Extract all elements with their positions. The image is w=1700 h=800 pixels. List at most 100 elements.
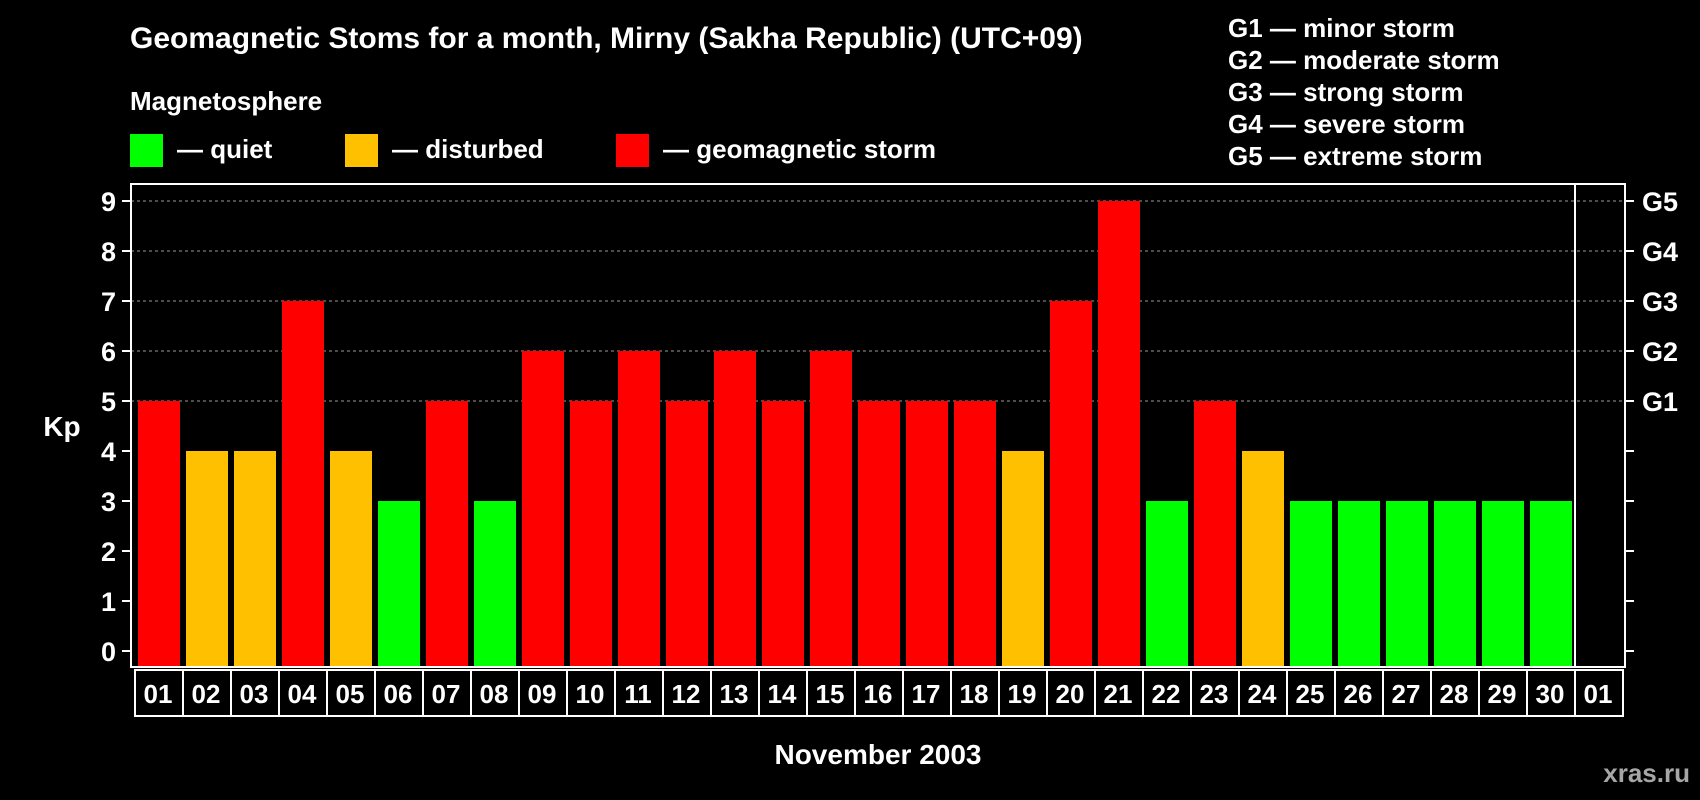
y-tick-label-7: 7 — [101, 287, 116, 317]
x-tick-label-24: 25 — [1296, 679, 1325, 709]
y-tick-label-1: 1 — [101, 587, 116, 617]
y-tick-label-2: 2 — [101, 537, 116, 567]
x-tick-label-28: 29 — [1488, 679, 1517, 709]
legend: — quiet — disturbed — geomagnetic storm — [130, 134, 936, 167]
x-tick-label-8: 09 — [528, 679, 557, 709]
bar-11 — [666, 401, 708, 667]
bar-21 — [1146, 501, 1188, 667]
x-tick-label-5: 06 — [384, 679, 413, 709]
storm-scale-item-1: G2 — moderate storm — [1228, 45, 1500, 75]
x-tick-label-20: 21 — [1104, 679, 1133, 709]
y-axis-label: Kp — [43, 411, 80, 442]
x-tick-label-21: 22 — [1152, 679, 1181, 709]
bar-12 — [714, 351, 756, 667]
x-axis-label: November 2003 — [774, 739, 981, 770]
chart-title: Geomagnetic Stoms for a month, Mirny (Sa… — [130, 22, 1083, 55]
legend-swatch-2 — [616, 134, 649, 167]
x-tick-label-7: 08 — [480, 679, 509, 709]
y-tick-label-9: 9 — [101, 187, 116, 217]
plot-frame — [130, 183, 1626, 668]
x-tick-label-26: 27 — [1392, 679, 1421, 709]
x-tick-label-30: 01 — [1584, 679, 1613, 709]
bars — [138, 201, 1572, 667]
x-tick-label-10: 11 — [624, 679, 652, 709]
x-tick-label-14: 15 — [816, 679, 845, 709]
x-tick-label-9: 10 — [576, 679, 605, 709]
bar-22 — [1194, 401, 1236, 667]
x-tick-label-4: 05 — [336, 679, 365, 709]
x-tick-label-19: 20 — [1056, 679, 1085, 709]
gridlines — [131, 200, 1625, 402]
y-tick-label-6: 6 — [101, 337, 116, 367]
x-tick-label-0: 01 — [144, 679, 173, 709]
legend-swatch-1 — [345, 134, 378, 167]
bar-2 — [234, 451, 276, 667]
bar-14 — [810, 351, 852, 667]
y-tick-label-0: 0 — [101, 637, 116, 667]
watermark: xras.ru — [1603, 758, 1690, 788]
bar-28 — [1482, 501, 1524, 667]
bar-10 — [618, 351, 660, 667]
legend-label-1: — disturbed — [392, 134, 544, 164]
x-tick-label-29: 30 — [1536, 679, 1565, 709]
right-label-G2: G2 — [1642, 337, 1678, 367]
bar-1 — [186, 451, 228, 667]
bar-25 — [1338, 501, 1380, 667]
bar-26 — [1386, 501, 1428, 667]
x-tick-label-17: 18 — [960, 679, 989, 709]
y-tick-label-4: 4 — [101, 437, 116, 467]
bar-4 — [330, 451, 372, 667]
bar-0 — [138, 401, 180, 667]
bar-7 — [474, 501, 516, 667]
x-tick-label-23: 24 — [1248, 679, 1277, 709]
bar-15 — [858, 401, 900, 667]
x-tick-label-18: 19 — [1008, 679, 1037, 709]
bar-18 — [1002, 451, 1044, 667]
bar-20 — [1098, 201, 1140, 667]
bar-27 — [1434, 501, 1476, 667]
y-tick-label-3: 3 — [101, 487, 116, 517]
legend-label-2: — geomagnetic storm — [663, 134, 936, 164]
y-tick-label-5: 5 — [101, 387, 116, 417]
bar-16 — [906, 401, 948, 667]
x-tick-label-27: 28 — [1440, 679, 1469, 709]
x-tick-label-1: 02 — [192, 679, 221, 709]
bar-23 — [1242, 451, 1284, 667]
bar-8 — [522, 351, 564, 667]
bar-5 — [378, 501, 420, 667]
x-ticks: 01 02 03 04 05 06 07 08 09 10 11 12 13 14 15 16 17 18 19 20… — [134, 669, 1624, 717]
right-label-G5: G5 — [1642, 187, 1678, 217]
x-tick-label-15: 16 — [864, 679, 893, 709]
x-tick-label-13: 14 — [768, 679, 797, 709]
x-tick-label-25: 26 — [1344, 679, 1373, 709]
storm-scale-item-4: G5 — extreme storm — [1228, 141, 1482, 171]
bar-6 — [426, 401, 468, 667]
storm-scale-item-3: G4 — severe storm — [1228, 109, 1465, 139]
bar-24 — [1290, 501, 1332, 667]
y-tick-label-8: 8 — [101, 237, 116, 267]
right-label-G3: G3 — [1642, 287, 1678, 317]
legend-title: Magnetosphere — [130, 86, 322, 116]
x-tick-label-3: 04 — [288, 679, 317, 709]
right-axis: G1 G2 G3 G4 G5 — [1625, 187, 1678, 652]
legend-label-0: — quiet — [177, 134, 273, 164]
x-tick-label-11: 12 — [672, 679, 701, 709]
bar-13 — [762, 401, 804, 667]
y-ticks: 0 1 2 3 4 5 6 7 8 9 — [101, 187, 131, 667]
right-label-G1: G1 — [1642, 387, 1678, 417]
bar-19 — [1050, 301, 1092, 667]
legend-swatch-0 — [130, 134, 163, 167]
bar-29 — [1530, 501, 1572, 667]
x-tick-frame — [134, 669, 1624, 717]
storm-scale-item-0: G1 — minor storm — [1228, 13, 1455, 43]
x-tick-label-12: 13 — [720, 679, 749, 709]
x-tick-label-22: 23 — [1200, 679, 1229, 709]
bar-3 — [282, 301, 324, 667]
x-tick-label-2: 03 — [240, 679, 269, 709]
bar-9 — [570, 401, 612, 667]
x-tick-label-6: 07 — [432, 679, 461, 709]
x-tick-label-16: 17 — [912, 679, 941, 709]
bar-17 — [954, 401, 996, 667]
